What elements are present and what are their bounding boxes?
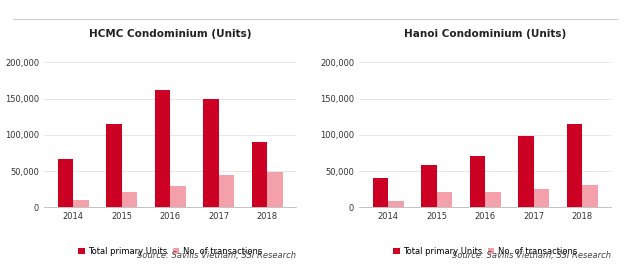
Bar [534, 189, 549, 207]
Bar [267, 172, 282, 207]
Bar [485, 192, 501, 207]
Bar [469, 156, 485, 207]
Bar [373, 178, 388, 207]
Bar [203, 99, 219, 207]
Bar [122, 192, 137, 207]
Text: Source: Savills Vietnam, SSI Research: Source: Savills Vietnam, SSI Research [137, 251, 296, 260]
Bar [437, 192, 452, 207]
Bar [582, 185, 597, 207]
Bar [73, 200, 89, 207]
Bar [219, 175, 234, 207]
Bar [106, 124, 122, 207]
Bar [58, 159, 73, 207]
Bar [566, 124, 582, 207]
Bar [154, 90, 170, 207]
Text: Source: Savills Vietnam, SSI Research: Source: Savills Vietnam, SSI Research [452, 251, 611, 260]
Legend: Total primary Units, No. of transactions: Total primary Units, No. of transactions [78, 247, 262, 256]
Bar [170, 186, 186, 207]
Bar [388, 201, 404, 207]
Title: HCMC Condominium (Units): HCMC Condominium (Units) [89, 29, 251, 39]
Bar [421, 165, 437, 207]
Bar [518, 136, 534, 207]
Bar [251, 142, 267, 207]
Title: Hanoi Condominium (Units): Hanoi Condominium (Units) [404, 29, 566, 39]
Legend: Total primary Units, No. of transactions: Total primary Units, No. of transactions [393, 247, 577, 256]
